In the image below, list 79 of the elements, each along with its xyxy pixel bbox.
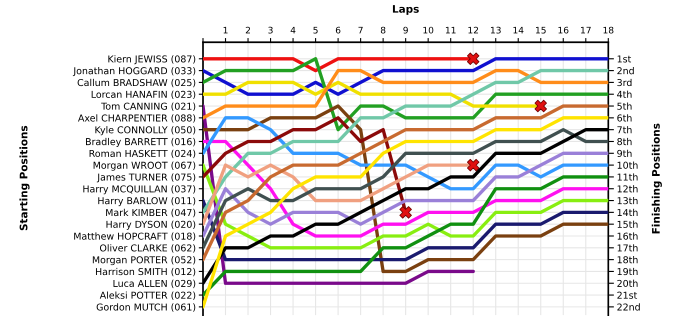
y2-tick-label: 9th [617,150,632,158]
category-label: Luca ALLEN (029) [114,280,196,288]
y2-tick-label: 21st [617,292,638,299]
category-label: Harrison SMITH (012) [96,268,196,276]
category-label: Harry DYSON (020) [106,220,196,230]
category-label: Aleksi POTTER (022) [100,291,196,300]
category-label: James TURNER (075) [96,173,196,182]
category-label: Axel CHARPENTIER (088) [78,114,196,123]
point [466,158,480,172]
category-label: Oliver CLARKE (062) [100,244,196,253]
x-tick-label: 6 [336,26,340,34]
category-label: Harry MCQUILLAN (037) [83,185,196,194]
y2-tick-label: 4th [617,90,632,98]
y2-tick-label: 10th [618,162,638,169]
line-series [203,68,608,214]
x-axis-title: Laps [392,5,419,15]
x-tick-label: 2 [246,26,250,34]
point [399,206,412,219]
y2-tick-label: 19th [618,268,638,276]
line-series [203,116,608,309]
category-label: Kyle CONNOLLY (050) [95,126,196,136]
x-tick-label: 9 [403,26,408,34]
y2-tick-label: 3rd [617,78,632,86]
line-series [203,163,608,250]
x-tick-label: 16 [558,26,568,34]
y2-tick-label: 5th [617,102,632,110]
category-label: Lorcan HANAFIN (023) [92,90,196,100]
category-label: Roman HASKETT (024) [90,150,196,158]
y2-axis-title: Finishing Positions [652,124,662,234]
point [534,100,547,112]
y2-tick-label: 12th [618,185,638,192]
y2-tick-label: 16th [618,232,638,240]
x-tick-label: 14 [513,26,524,34]
line-series [203,68,608,120]
y2-tick-label: 20th [617,280,638,287]
category-label: Mark KIMBER (047) [106,208,196,218]
category-label: Morgan PORTER (052) [92,256,196,266]
y2-tick-label: 22nd [617,303,640,311]
x-tick-label: 5 [313,26,318,34]
y2-tick-label: 15th [618,220,638,228]
category-label: Morgan WROOT (067) [94,162,196,171]
category-label: Callum BRADSHAW (025) [78,78,196,88]
x-tick-label: 10 [423,26,434,34]
x-tick-label: 13 [490,26,501,34]
y2-tick-label: 7th [617,126,632,134]
y2-tick-label: 6th [617,114,632,122]
x-tick-label: 11 [446,26,456,34]
y2-tick-label: 2nd [617,67,634,74]
x-tick-label: 15 [536,26,546,34]
line-series [203,116,608,190]
x-tick-label: 8 [380,26,386,34]
y2-tick-label: 18th [618,256,638,264]
line-series [203,175,608,297]
x-tick-label: 17 [581,26,591,34]
category-label: Jonathan HOGGARD (033) [72,67,196,76]
text: Starting Positions [19,126,30,230]
category-label: Gordon MUTCH (061) [96,303,196,312]
x-tick-label: 12 [468,26,478,34]
y2-tick-label: 11th [618,173,638,181]
x-tick-label: 4 [290,26,296,34]
point [466,52,480,66]
category-label: Bradley BARRETT (016) [86,138,196,148]
y2-tick-label: 8th [617,138,632,146]
y2-tick-label: 17th [618,244,638,252]
line-series [203,57,608,132]
x-tick-label: 7 [358,26,363,34]
category-label: Matthew HOPCRAFT (018) [74,232,196,241]
y2-tick-label: 13th [618,196,638,204]
line-series [203,128,608,250]
x-tick-label: 1 [224,26,228,34]
y2-tick-label: 14th [618,208,638,216]
x-tick-label: 18 [604,26,614,34]
line-series [203,57,608,96]
category-label: Tom CANNING (021) [101,102,196,111]
x-tick-label: 3 [268,26,273,34]
category-label: Kiern JEWISS (087) [108,55,196,64]
y2-tick-label: 1st [618,55,632,62]
category-label: Harry BARLOW (011) [98,196,196,206]
line-series [203,198,608,262]
